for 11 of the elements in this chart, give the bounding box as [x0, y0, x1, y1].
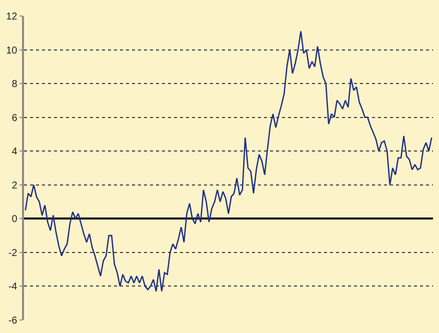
y-tick-label: 0	[12, 214, 18, 226]
y-tick-label: 6	[12, 112, 18, 124]
y-tick-label: -2	[8, 248, 18, 259]
y-tick-label: -4	[8, 282, 18, 293]
y-tick-label: 12	[6, 12, 18, 22]
y-tick-label: -6	[8, 316, 18, 326]
y-tick-label: 10	[6, 45, 18, 56]
y-tick-label: 8	[12, 79, 18, 90]
line-series	[24, 30, 432, 292]
y-tick-label: 2	[12, 180, 18, 192]
y-tick-label: 4	[12, 146, 18, 158]
